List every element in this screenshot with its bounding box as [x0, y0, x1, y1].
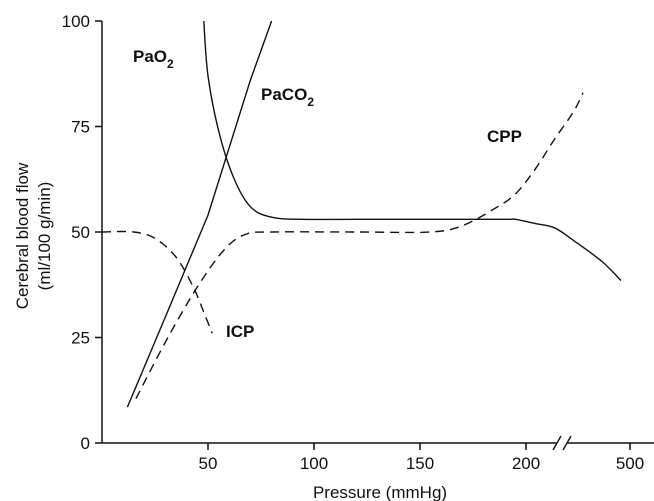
pao2-curve [203, 20, 622, 282]
icp-label: ICP [226, 322, 254, 341]
x-axis-title: Pressure (mmHg) [313, 483, 447, 501]
axis-break-mark [562, 435, 572, 451]
cpp-label: CPP [487, 127, 522, 146]
paco2-label: PaCO2 [261, 85, 314, 109]
x-tick-label: 100 [300, 454, 328, 473]
y-tick-label: 50 [71, 223, 90, 242]
curve-labels: PaO2 PaCO2 CPP ICP [133, 47, 522, 341]
y-axis-title-line2: (ml/100 g/min) [35, 182, 54, 291]
ticks: 0 25 50 75 100 50 100 150 200 500 [62, 12, 645, 473]
cpp-curve [135, 92, 584, 400]
x-tick-label: 150 [406, 454, 434, 473]
y-axis-title-line1: Cerebral blood flow [13, 162, 32, 309]
curves [101, 20, 622, 408]
y-tick-label: 25 [71, 329, 90, 348]
x-tick-label: 50 [199, 454, 218, 473]
icp-curve [101, 230, 213, 334]
y-tick-label: 75 [71, 118, 90, 137]
axis-break-mark [552, 435, 562, 451]
pao2-label: PaO2 [133, 47, 174, 71]
y-tick-label: 0 [81, 434, 90, 453]
axes [101, 21, 654, 451]
x-tick-label: 200 [512, 454, 540, 473]
y-tick-label: 100 [62, 12, 90, 31]
x-tick-label: 500 [616, 454, 644, 473]
paco2-curve [126, 20, 273, 408]
